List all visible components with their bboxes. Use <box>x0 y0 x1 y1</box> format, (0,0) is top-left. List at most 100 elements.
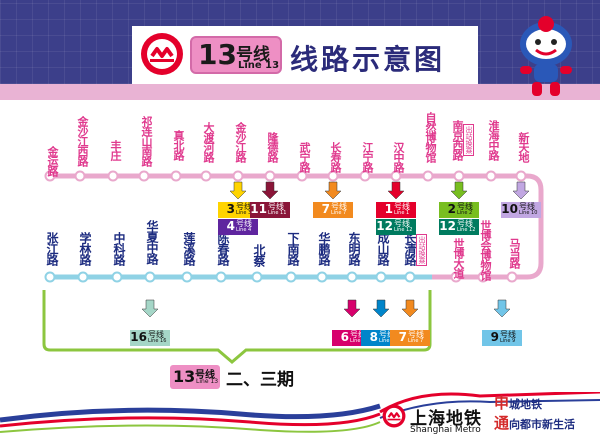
transfer-arrow-icon <box>450 181 468 200</box>
station-label: 金运路 <box>46 146 59 176</box>
station-dot <box>375 271 387 283</box>
line-label: 号线 <box>519 202 535 211</box>
line-badge-english: Line 13 <box>238 60 280 71</box>
line-label: 号线 <box>236 202 252 211</box>
line-number: 7 <box>398 330 407 344</box>
line-badge-number: 13 <box>198 38 237 71</box>
station-dot <box>200 170 212 182</box>
station-dot <box>346 271 358 283</box>
brand-name-cn: 上海地铁 <box>410 409 482 429</box>
page-title: 线路示意图 <box>290 43 446 76</box>
station-label: 长寿路 <box>329 142 342 172</box>
transfer-arrow-icon <box>401 299 419 318</box>
station-label: 真北路 <box>172 130 185 160</box>
transfer-arrows <box>141 181 530 318</box>
slogan-line-2: 通向都市新生活 <box>494 412 575 433</box>
station-dot <box>138 170 150 182</box>
station-label: 华夏中路 <box>145 220 159 264</box>
station-label: 南京西路 <box>451 120 464 160</box>
station-label: 汉中路 <box>392 142 405 172</box>
station-dot <box>506 271 518 283</box>
line-10-badge: 10 号线 Line 10 <box>501 202 541 218</box>
line-english: Line 11 <box>268 210 287 216</box>
station-label: 新天地 <box>517 132 530 162</box>
line-4-badge: 4 号线 Line 4 <box>218 219 258 235</box>
station-dot <box>327 170 339 182</box>
phase-line-label: 号线 <box>195 370 215 381</box>
station-label: 北蔡 <box>252 244 266 266</box>
transfer-arrow-icon <box>261 181 279 200</box>
station-label: 自然博物馆 <box>424 112 437 162</box>
slogan: 申城地铁 通向都市新生活 <box>492 390 600 436</box>
transfer-arrow-icon <box>229 181 247 200</box>
station-label: 金沙江路 <box>234 122 247 162</box>
line-label: 号线 <box>500 330 516 339</box>
station-dot <box>232 170 244 182</box>
phase-line-badge: 13 号线 Line 13 <box>170 365 220 389</box>
station-label: 世博会博物馆 <box>479 220 492 280</box>
line-label: 号线 <box>457 219 473 228</box>
line-english: Line 12 <box>394 227 413 233</box>
station-dot <box>296 170 308 182</box>
phase-line-english: Line 13 <box>196 378 219 385</box>
slogan-line-1-first: 申 <box>494 394 510 412</box>
line-english: Line 7 <box>331 210 347 216</box>
station-label: 大渡河路 <box>202 122 215 162</box>
transfer-arrow-icon <box>141 299 159 318</box>
line-label: 号线 <box>236 219 252 228</box>
line-badge-label: 号线 <box>236 45 270 65</box>
title-card <box>132 26 478 84</box>
station-label: 长清路 <box>403 232 417 265</box>
station-label: 丰庄 <box>109 140 122 160</box>
station-dot <box>215 271 227 283</box>
header-pink-band <box>0 84 600 100</box>
line-english: Line 8 <box>379 338 395 344</box>
station-label: 陈春路 <box>216 232 230 265</box>
station-label: 金沙江西路 <box>76 116 89 166</box>
station-label: 下南路 <box>286 232 300 265</box>
station-label: 淮海中路 <box>487 120 500 160</box>
line-label: 号线 <box>394 202 410 211</box>
station-dot <box>359 170 371 182</box>
station-label: 江宁路 <box>361 142 374 172</box>
station-label: 祁连山南路 <box>140 116 153 166</box>
line-7-badge: 7 号线 Line 7 <box>390 330 430 346</box>
station-dot <box>485 170 497 182</box>
line-number: 1 <box>384 202 393 216</box>
station-label: 东明路 <box>347 232 361 265</box>
station-dot <box>170 170 182 182</box>
station-dot <box>404 271 416 283</box>
station-label: 世博大道 <box>452 238 465 278</box>
station-dot <box>251 271 263 283</box>
line-english: Line 6 <box>350 338 366 344</box>
station-dots-top <box>44 170 527 182</box>
line-label: 号线 <box>148 330 164 339</box>
line-13-track <box>48 173 544 280</box>
line-label: 号线 <box>408 330 424 339</box>
line-english: Line 10 <box>519 210 538 216</box>
station-dot <box>390 170 402 182</box>
station-dot <box>422 170 434 182</box>
station-dots-bottom <box>44 271 518 283</box>
slogan-line-1-rest: 城地铁 <box>509 398 543 411</box>
line-label: 号线 <box>331 202 347 211</box>
line-label: 号线 <box>268 202 284 211</box>
line-english: Line 16 <box>148 338 167 344</box>
slogan-line-2-first: 通 <box>494 414 510 432</box>
line-1-badge: 1 号线 Line 1 <box>376 202 416 218</box>
line-16-badge: 16 号线 Line 16 <box>130 330 170 346</box>
station-dot <box>285 271 297 283</box>
phase-text: 二、三期 <box>226 370 294 390</box>
line-english: Line 3 <box>236 210 252 216</box>
station-dot <box>477 271 489 283</box>
station-label: 武宁路 <box>298 142 311 172</box>
line-label: 号线 <box>457 202 473 211</box>
brand-logo-icon <box>382 404 406 428</box>
line-11-badge: 11 号线 Line 11 <box>250 202 290 218</box>
transfer-note: 出站换乘 <box>416 234 427 266</box>
line-number: 11 <box>250 202 267 216</box>
line-3-badge: 3 号线 Line 3 <box>218 202 258 218</box>
shanghai-metro-logo-icon <box>141 33 183 75</box>
station-dot <box>264 170 276 182</box>
station-dot <box>44 170 56 182</box>
